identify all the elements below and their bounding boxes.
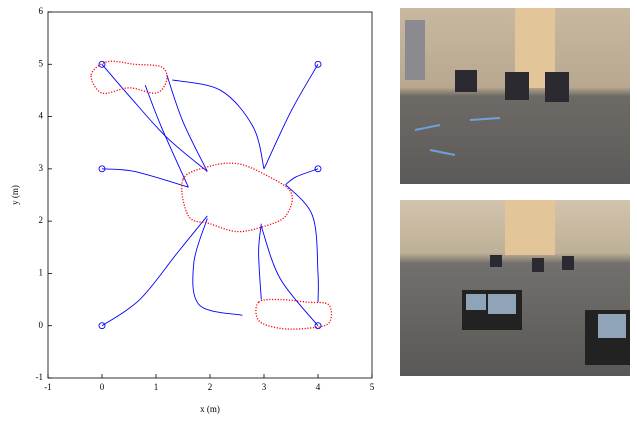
region <box>255 298 333 330</box>
trajectory <box>192 218 243 316</box>
photo-bottom <box>400 200 630 376</box>
x-tick-label: 4 <box>316 382 321 392</box>
start-marker <box>98 165 106 173</box>
y-tick-label: 4 <box>39 111 44 121</box>
x-axis-label: x (m) <box>200 404 220 414</box>
start-marker <box>314 165 322 173</box>
y-tick-label: 3 <box>39 163 44 173</box>
y-axis-label: y (m) <box>10 185 20 205</box>
region <box>181 162 293 233</box>
start-marker <box>314 322 322 330</box>
trajectory <box>258 223 262 300</box>
y-tick-label: -1 <box>36 372 44 382</box>
y-tick-label: 0 <box>39 320 44 330</box>
y-tick-label: 5 <box>39 58 44 68</box>
trajectory <box>260 226 319 326</box>
y-tick-label: 1 <box>39 267 44 277</box>
plot: x (m) y (m) <box>10 11 373 414</box>
photo-top <box>400 8 630 184</box>
trajectory <box>263 64 319 170</box>
trajectory <box>172 79 265 169</box>
trajectory <box>144 85 189 188</box>
trajectory <box>101 168 189 188</box>
trajectory <box>101 215 208 327</box>
trajectory <box>285 184 319 303</box>
axes-frame <box>47 11 373 379</box>
x-tick-label: 3 <box>262 382 267 392</box>
start-marker <box>98 322 106 330</box>
x-tick-label: -1 <box>44 382 52 392</box>
x-tick-label: 5 <box>370 382 375 392</box>
y-tick-label: 2 <box>39 215 44 225</box>
trajectory <box>101 63 208 172</box>
region <box>90 60 168 95</box>
start-marker <box>98 60 106 68</box>
trajectory <box>285 168 319 185</box>
y-tick-label: 6 <box>39 6 44 16</box>
x-tick-label: 1 <box>154 382 159 392</box>
x-tick-label: 0 <box>100 382 105 392</box>
trajectory <box>166 74 208 172</box>
x-tick-label: 2 <box>208 382 213 392</box>
start-marker <box>314 60 322 68</box>
